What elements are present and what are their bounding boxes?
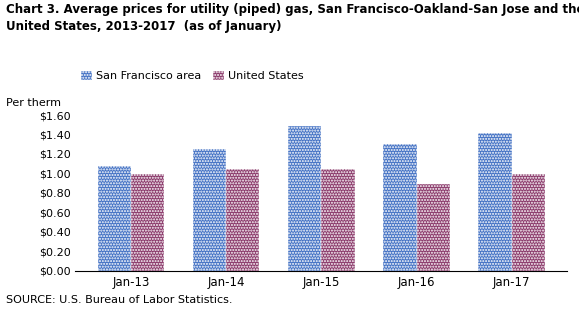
- Legend: San Francisco area, United States: San Francisco area, United States: [81, 71, 304, 81]
- Bar: [193, 149, 226, 271]
- Bar: [226, 169, 259, 271]
- Text: SOURCE: U.S. Bureau of Labor Statistics.: SOURCE: U.S. Bureau of Labor Statistics.: [6, 295, 232, 305]
- Text: Chart 3. Average prices for utility (piped) gas, San Francisco-Oakland-San Jose : Chart 3. Average prices for utility (pip…: [6, 3, 579, 33]
- Bar: [416, 184, 450, 271]
- Text: Per therm: Per therm: [6, 98, 61, 108]
- Bar: [512, 174, 545, 271]
- Bar: [321, 169, 355, 271]
- Bar: [288, 126, 321, 271]
- Bar: [98, 165, 131, 271]
- Bar: [383, 144, 416, 271]
- Bar: [478, 132, 512, 271]
- Bar: [131, 174, 164, 271]
